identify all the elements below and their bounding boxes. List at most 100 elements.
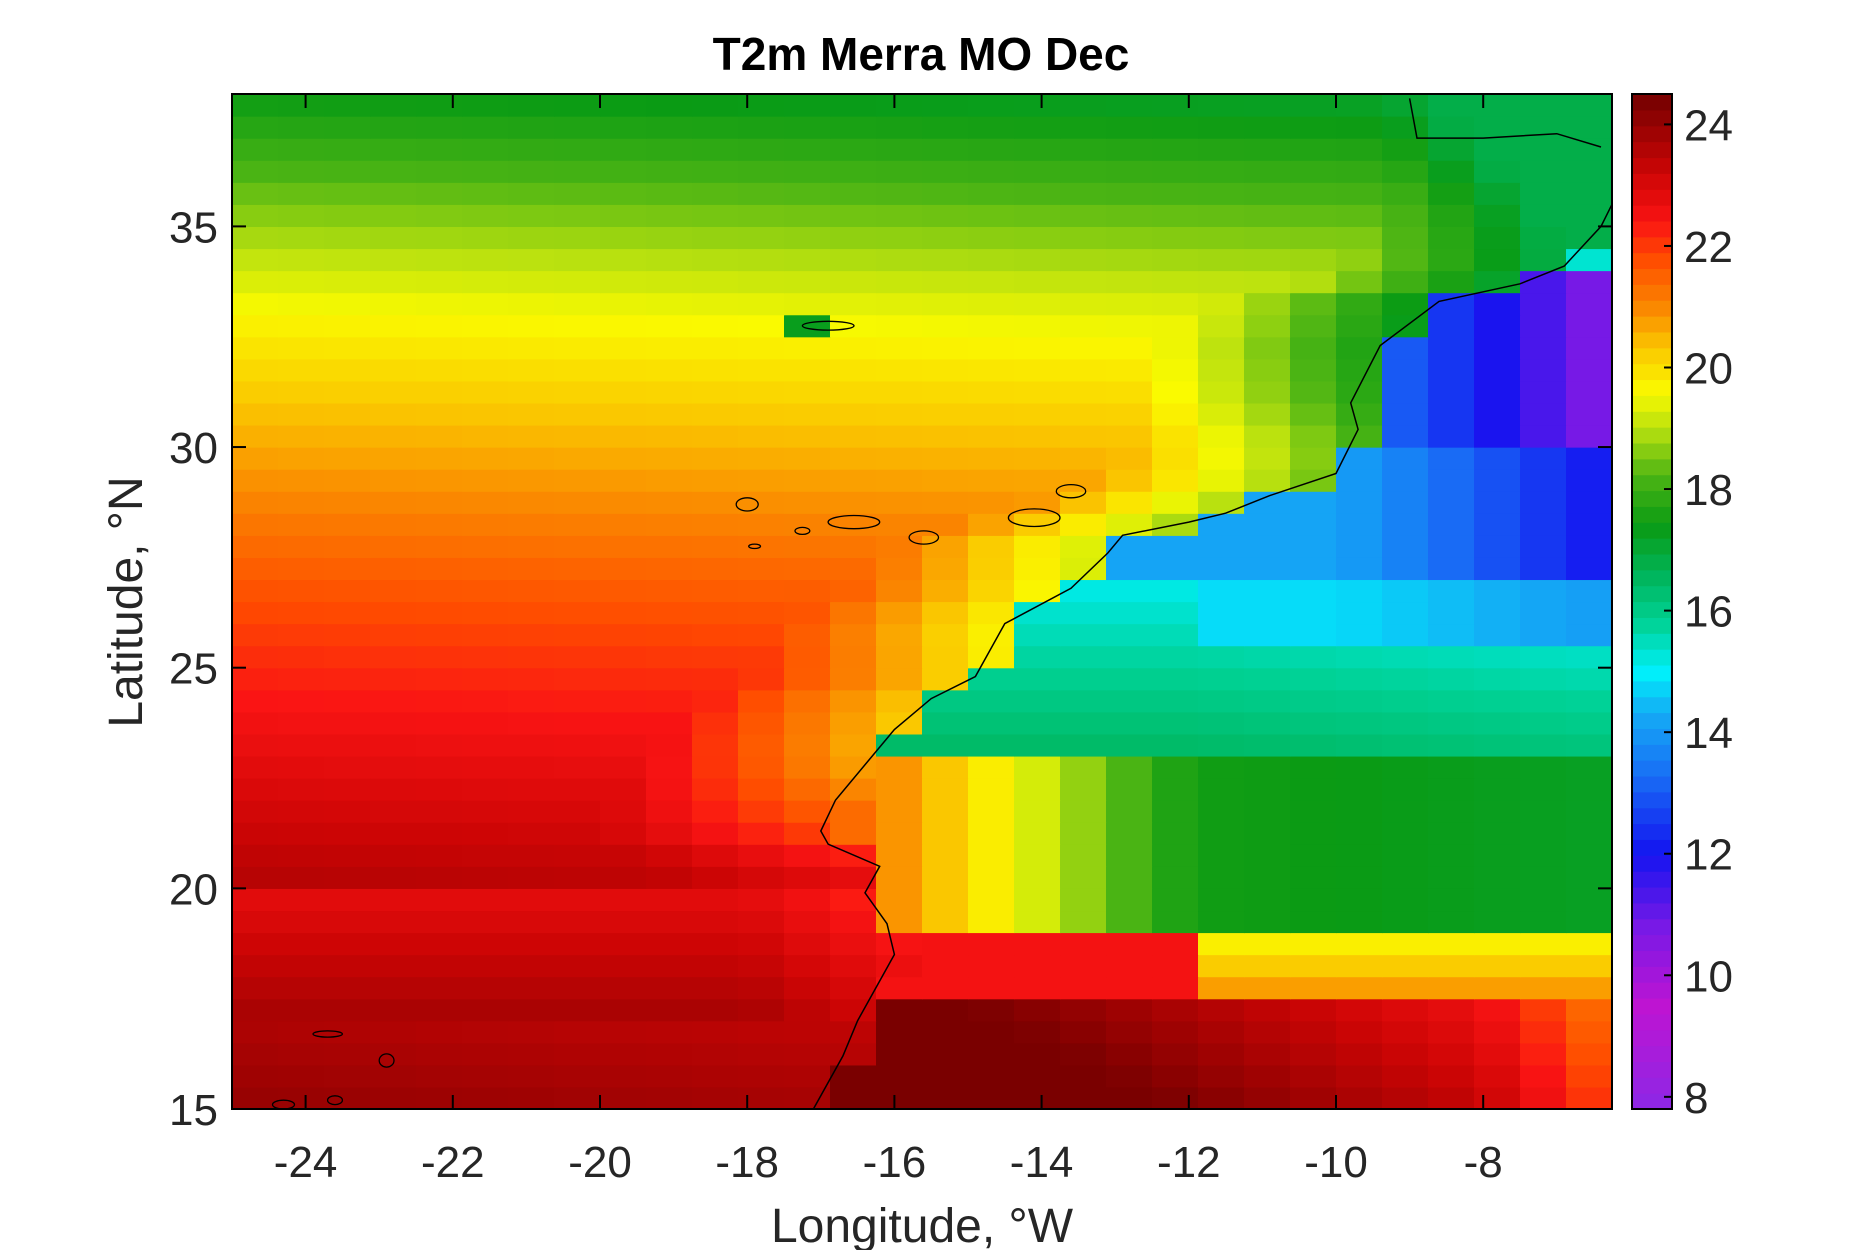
grid-cell [646, 1042, 693, 1066]
grid-cell [692, 204, 739, 227]
grid-cell [1198, 424, 1245, 448]
grid-cell [1382, 667, 1429, 691]
grid-cell [554, 888, 601, 912]
grid-cell [646, 579, 693, 603]
grid-cell [1244, 160, 1291, 183]
grid-cell [692, 182, 739, 205]
colorbar-segment [1632, 696, 1672, 714]
grid-cell [1290, 1064, 1337, 1088]
grid-cell [324, 557, 371, 581]
grid-cell [1520, 270, 1567, 294]
y-tick-label: 35 [169, 203, 218, 252]
colorbar-tick-label: 14 [1684, 709, 1733, 758]
grid-cell [1152, 248, 1199, 272]
grid-cell [922, 888, 969, 912]
grid-cell [876, 800, 923, 823]
grid-cell [324, 513, 371, 536]
grid-cell [830, 380, 877, 404]
grid-cell [784, 1042, 831, 1066]
grid-cell [554, 270, 601, 294]
grid-cell [646, 910, 693, 934]
grid-cell [554, 380, 601, 404]
grid-cell [416, 1064, 463, 1088]
grid-cell [968, 380, 1015, 404]
grid-cell [1014, 888, 1061, 912]
grid-cell [370, 358, 417, 382]
grid-cell [876, 513, 923, 536]
grid-cell [1382, 447, 1429, 470]
grid-cell [232, 800, 279, 823]
grid-cell [1014, 138, 1061, 161]
grid-cell [1244, 1042, 1291, 1066]
grid-cell [784, 160, 831, 183]
grid-cell [1336, 248, 1383, 272]
grid-cell [1060, 270, 1107, 294]
grid-cell [462, 954, 509, 978]
grid-cell [968, 623, 1015, 647]
grid-cell [416, 711, 463, 735]
colorbar-segment [1632, 1093, 1672, 1110]
grid-cell [554, 623, 601, 647]
grid-cell [1336, 1042, 1383, 1066]
grid-cell [278, 424, 325, 448]
grid-cell [370, 822, 417, 845]
grid-cell [462, 226, 509, 250]
grid-cell [1520, 380, 1567, 404]
grid-cell [370, 1042, 417, 1066]
colorbar-segment [1632, 839, 1672, 856]
grid-cell [784, 292, 831, 316]
grid-cell [1244, 844, 1291, 867]
grid-cell [324, 1020, 371, 1044]
grid-cell [968, 248, 1015, 272]
grid-cell [1474, 358, 1521, 382]
grid-cell [1566, 469, 1613, 492]
grid-cell [1198, 579, 1245, 603]
grid-cell [600, 844, 647, 867]
colorbar-segment [1632, 744, 1672, 761]
grid-cell [1290, 932, 1337, 956]
grid-cell [1106, 778, 1153, 801]
grid-cell [1014, 447, 1061, 470]
grid-cell [922, 513, 969, 536]
grid-cell [968, 579, 1015, 603]
grid-cell [1152, 623, 1199, 647]
grid-cell [554, 976, 601, 1000]
grid-cell [1198, 513, 1245, 536]
grid-cell [554, 116, 601, 139]
grid-cell [508, 579, 555, 603]
grid-cell [1014, 733, 1061, 757]
grid-cell [1014, 954, 1061, 978]
grid-cell [1336, 954, 1383, 978]
grid-cell [646, 469, 693, 492]
grid-cell [462, 513, 509, 536]
grid-cell [370, 844, 417, 867]
grid-cell [1382, 116, 1429, 139]
grid-cell [830, 270, 877, 294]
grid-cell [508, 623, 555, 647]
grid-cell [462, 336, 509, 360]
grid-cell [508, 336, 555, 360]
grid-cell [232, 822, 279, 845]
colorbar-segment [1632, 997, 1672, 1015]
grid-cell [416, 910, 463, 934]
grid-cell [646, 226, 693, 250]
grid-cell [462, 469, 509, 492]
grid-cell [1244, 1064, 1291, 1088]
grid-cell [876, 822, 923, 845]
grid-cell [1336, 336, 1383, 360]
grid-cell [1428, 822, 1475, 845]
grid-cell [1520, 314, 1567, 338]
grid-cell [370, 932, 417, 956]
grid-cell [416, 998, 463, 1022]
grid-cell [1566, 645, 1613, 669]
grid-cell [1382, 358, 1429, 382]
grid-cell [232, 667, 279, 691]
grid-cell [1106, 623, 1153, 647]
grid-cell [646, 755, 693, 779]
grid-cell [1336, 733, 1383, 757]
grid-cell [1474, 623, 1521, 647]
grid-cell [738, 248, 785, 272]
grid-cell [508, 226, 555, 250]
grid-cell [600, 733, 647, 757]
